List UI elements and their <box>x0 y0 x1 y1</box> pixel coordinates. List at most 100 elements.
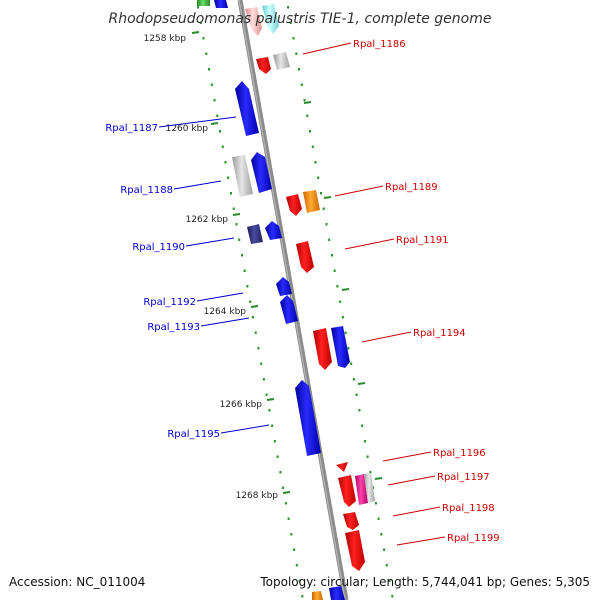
tick-dot <box>358 409 361 412</box>
tick-dot <box>333 269 336 272</box>
gene-feature[interactable] <box>331 326 350 368</box>
tick-dot <box>347 347 350 350</box>
gene-label-rpal-1190[interactable]: Rpal_1190 <box>132 242 185 253</box>
gene-rpal-1186[interactable] <box>256 57 271 74</box>
gene-label-rpal-1191[interactable]: Rpal_1191 <box>396 235 449 246</box>
tick-dot <box>293 548 296 551</box>
kbp-label: 1268 kbp <box>236 491 279 501</box>
tick-dot <box>344 331 347 334</box>
tick-dot <box>279 471 282 474</box>
right-tick-track <box>287 6 394 598</box>
kbp-tick-right <box>374 477 383 480</box>
gene-feature[interactable] <box>312 591 323 600</box>
tick-dot <box>303 99 306 102</box>
tick-dot <box>287 6 290 9</box>
reverse-gene-labels: Rpal_1186 Rpal_1189 Rpal_1191 Rpal_1194 … <box>353 39 500 544</box>
gene-label-rpal-1189[interactable]: Rpal_1189 <box>385 182 438 193</box>
gene-rpal-1191[interactable] <box>296 241 314 273</box>
genome-title: Rhodopseudomonas palustris TIE-1, comple… <box>109 11 492 27</box>
tick-dot <box>273 440 276 443</box>
gene-label-rpal-1198[interactable]: Rpal_1198 <box>442 503 495 514</box>
gene-label-rpal-1192[interactable]: Rpal_1192 <box>143 297 196 308</box>
tick-dot <box>369 471 372 474</box>
leader-line <box>302 42 352 55</box>
kbp-tick <box>191 31 200 34</box>
tick-dot <box>339 300 342 303</box>
kbp-tick <box>282 491 291 494</box>
tick-dot <box>238 238 241 241</box>
gene-label-rpal-1187[interactable]: Rpal_1187 <box>105 123 158 134</box>
tick-dot <box>295 52 298 55</box>
kbp-label: 1260 kbp <box>166 124 209 134</box>
tick-dot <box>355 393 358 396</box>
gene-rpal-1196[interactable] <box>336 462 348 472</box>
gene-rpal-1190[interactable] <box>247 224 263 244</box>
tick-dot <box>260 362 263 365</box>
leader-line <box>396 536 446 546</box>
tick-dot <box>336 285 339 288</box>
gene-label-rpal-1193[interactable]: Rpal_1193 <box>147 322 200 333</box>
leader-line <box>158 116 237 128</box>
kbp-tick-right <box>323 196 332 199</box>
gene-rpal-1188[interactable] <box>232 155 253 197</box>
gene-feature[interactable] <box>265 221 282 240</box>
gene-label-rpal-1196[interactable]: Rpal_1196 <box>433 448 486 459</box>
tick-dot <box>262 378 265 381</box>
gene-feature[interactable] <box>214 0 228 8</box>
gene-rpal-1187[interactable] <box>235 81 259 136</box>
tick-dot <box>292 37 295 40</box>
kbp-tick-right <box>303 101 312 104</box>
tick-dot <box>311 145 314 148</box>
gene-feature[interactable] <box>262 4 279 34</box>
gene-label-rpal-1195[interactable]: Rpal_1195 <box>167 429 220 440</box>
tick-dot <box>271 424 274 427</box>
tick-dot <box>363 440 366 443</box>
tick-dot <box>241 254 243 257</box>
gene-rpal-1198[interactable] <box>343 512 359 530</box>
forward-strand-genes <box>197 0 345 600</box>
gene-rpal-1189[interactable] <box>286 194 302 216</box>
leader-line <box>382 451 432 462</box>
gene-feature[interactable] <box>364 473 375 503</box>
tick-dot <box>306 114 309 117</box>
kbp-tick-right <box>357 382 366 385</box>
gene-label-rpal-1199[interactable]: Rpal_1199 <box>447 533 500 544</box>
tick-dot <box>224 161 227 164</box>
tick-dot <box>254 331 257 334</box>
gene-feature[interactable] <box>329 586 345 600</box>
gene-feature[interactable] <box>245 7 262 36</box>
leader-line <box>173 180 222 190</box>
tick-dot <box>290 533 293 536</box>
leader-line <box>392 506 441 517</box>
gene-rpal-1195[interactable] <box>295 380 321 456</box>
gene-rpal-1197[interactable] <box>338 475 356 507</box>
kbp-tick <box>266 398 275 401</box>
reverse-strand-genes <box>245 4 375 571</box>
tick-dot <box>366 455 369 458</box>
gene-rpal-1199[interactable] <box>345 530 365 571</box>
leader-line <box>344 238 395 250</box>
gene-feature[interactable] <box>197 0 210 6</box>
tick-dot <box>232 207 235 210</box>
gene-rpal-1194[interactable] <box>313 328 332 370</box>
gene-label-rpal-1194[interactable]: Rpal_1194 <box>413 328 466 339</box>
tick-dot <box>298 579 301 582</box>
tick-dot <box>243 269 246 272</box>
tick-dot <box>295 564 298 567</box>
gene-rpal-1192[interactable] <box>276 277 292 296</box>
gene-feature[interactable] <box>251 152 272 193</box>
gene-feature[interactable] <box>273 52 290 70</box>
gene-label-rpal-1186[interactable]: Rpal_1186 <box>353 39 406 50</box>
tick-dot <box>380 533 383 536</box>
tick-dot <box>249 300 252 303</box>
gene-rpal-1193[interactable] <box>280 295 298 324</box>
tick-dot <box>199 21 202 24</box>
gene-feature[interactable] <box>303 190 320 213</box>
gene-feature[interactable] <box>355 474 368 505</box>
tick-dot <box>227 176 230 179</box>
tick-dot <box>282 486 285 489</box>
leader-line <box>387 475 436 486</box>
tick-dot <box>276 455 279 458</box>
gene-label-rpal-1197[interactable]: Rpal_1197 <box>437 472 490 483</box>
gene-label-rpal-1188[interactable]: Rpal_1188 <box>120 185 173 196</box>
